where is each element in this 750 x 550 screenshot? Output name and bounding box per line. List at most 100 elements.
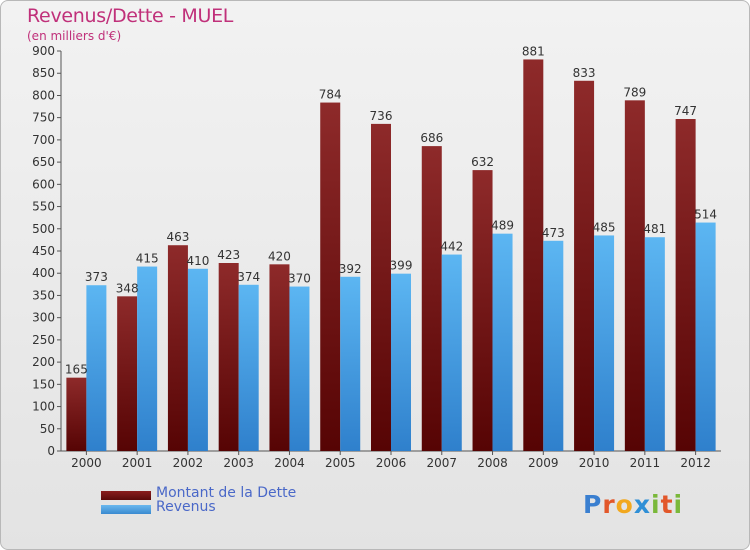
bar-revenue — [340, 276, 361, 451]
y-tick-label: 900 — [32, 44, 55, 58]
bar-revenue — [644, 237, 665, 451]
data-label-debt: 833 — [573, 66, 596, 80]
legend-swatch-revenue — [101, 505, 151, 514]
y-tick-label: 350 — [32, 288, 55, 302]
x-tick-label: 2002 — [173, 456, 204, 470]
data-label-revenue: 410 — [186, 254, 209, 268]
x-tick-label: 2007 — [426, 456, 457, 470]
bar-debt — [167, 245, 188, 451]
data-label-debt: 881 — [522, 44, 545, 58]
bar-debt — [371, 123, 391, 451]
data-label-revenue: 392 — [339, 262, 362, 276]
y-tick-label: 300 — [32, 311, 55, 325]
bar-revenue — [391, 273, 411, 451]
bar-revenue — [86, 285, 107, 451]
data-label-revenue: 473 — [542, 226, 565, 240]
data-label-revenue: 481 — [643, 222, 666, 236]
logo-letter: x — [633, 490, 651, 519]
x-tick-label: 2005 — [325, 456, 356, 470]
data-label-revenue: 442 — [440, 240, 463, 254]
logo-letter: t — [660, 490, 674, 519]
y-tick-label: 200 — [32, 355, 55, 369]
data-labels: 165 373 348 415 463 410 423 374 420 370 784 392 736 3… — [65, 44, 717, 376]
bar-debt — [421, 146, 442, 451]
bar-revenue — [594, 235, 615, 451]
data-label-debt: 789 — [623, 85, 646, 99]
bar-revenue — [441, 254, 462, 451]
y-tick-label: 600 — [32, 177, 55, 191]
data-label-revenue: 489 — [491, 219, 514, 233]
bar-debt — [218, 263, 239, 451]
bar-debt — [624, 100, 645, 451]
data-label-debt: 423 — [217, 248, 240, 262]
logo-letter: i — [673, 490, 684, 519]
y-tick-label: 650 — [32, 155, 55, 169]
x-tick-label: 2008 — [477, 456, 508, 470]
bar-revenue — [187, 268, 208, 451]
data-label-revenue: 374 — [237, 270, 260, 284]
bar-debt — [66, 377, 87, 451]
data-label-debt: 348 — [116, 281, 139, 295]
logo-letter: i — [651, 490, 661, 519]
bar-debt — [269, 264, 290, 451]
x-tick-label: 2006 — [376, 456, 407, 470]
bar-revenue — [238, 284, 259, 451]
data-label-revenue: 415 — [136, 252, 159, 266]
proxiti-logo: Proxiti — [583, 490, 683, 519]
chart-subtitle: (en milliers d'€) — [27, 29, 122, 43]
data-label-debt: 736 — [370, 109, 393, 123]
data-label-revenue: 485 — [593, 220, 616, 234]
bar-debt — [574, 80, 595, 452]
legend-label-revenue: Revenus — [156, 499, 216, 515]
bar-revenue — [492, 233, 513, 451]
y-tick-label: 50 — [40, 422, 55, 436]
data-label-revenue: 514 — [694, 208, 717, 222]
y-tick-label: 150 — [32, 377, 55, 391]
bar-revenue — [695, 222, 716, 451]
data-label-debt: 165 — [65, 363, 88, 377]
data-label-debt: 747 — [674, 104, 697, 118]
y-tick-label: 500 — [32, 222, 55, 236]
bar-debt — [472, 170, 493, 451]
y-tick-label: 400 — [32, 266, 55, 280]
x-tick-label: 2003 — [223, 456, 254, 470]
y-tick-label: 550 — [32, 200, 55, 214]
y-tick-label: 450 — [32, 244, 55, 258]
y-tick-label: 250 — [32, 333, 55, 347]
data-label-revenue: 373 — [85, 270, 108, 284]
legend-swatch-debt — [101, 491, 151, 500]
bar-debt — [523, 59, 544, 451]
bar-debt — [675, 119, 696, 451]
bar-debt — [320, 102, 341, 452]
chart-title: Revenus/Dette - MUEL — [27, 5, 234, 27]
y-tick-label: 100 — [32, 400, 55, 414]
bars — [66, 59, 716, 452]
logo-letter: r — [602, 490, 616, 519]
data-label-revenue: 399 — [390, 259, 413, 273]
bar-revenue — [543, 240, 564, 451]
logo-letter: P — [583, 490, 603, 519]
data-label-debt: 420 — [268, 249, 291, 263]
y-tick-label: 850 — [32, 66, 55, 80]
bar-revenue — [137, 266, 158, 451]
y-tick-label: 750 — [32, 111, 55, 125]
x-tick-label: 2009 — [528, 456, 559, 470]
bar-debt — [117, 296, 138, 451]
y-tick-label: 700 — [32, 133, 55, 147]
data-label-debt: 632 — [471, 155, 494, 169]
x-tick-label: 2011 — [630, 456, 661, 470]
bar-revenue — [289, 286, 310, 451]
logo-letter: o — [615, 490, 634, 519]
data-label-debt: 686 — [420, 131, 443, 145]
data-label-debt: 463 — [166, 230, 189, 244]
x-tick-label: 2001 — [122, 456, 153, 470]
x-tick-label: 2004 — [274, 456, 305, 470]
legend-label-debt: Montant de la Dette — [156, 485, 297, 501]
x-tick-label: 2010 — [579, 456, 610, 470]
x-tick-label: 2012 — [680, 456, 711, 470]
y-tick-label: 800 — [32, 88, 55, 102]
data-label-revenue: 370 — [288, 272, 311, 286]
data-label-debt: 784 — [319, 88, 342, 102]
